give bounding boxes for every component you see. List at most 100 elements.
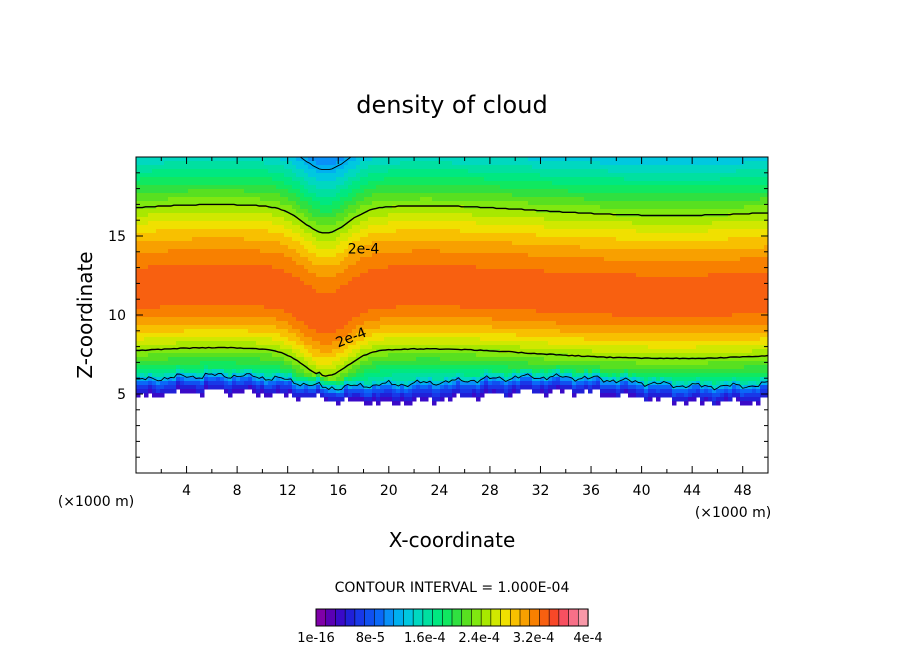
field-cell <box>696 169 701 174</box>
field-cell <box>336 225 341 230</box>
field-cell <box>300 205 305 210</box>
field-cell <box>612 169 617 174</box>
field-cell <box>456 225 461 230</box>
field-cell <box>528 161 533 166</box>
field-cell <box>520 213 525 218</box>
field-cell <box>620 253 625 258</box>
field-cell <box>528 237 533 242</box>
field-cell <box>644 221 649 226</box>
field-cell <box>712 169 717 174</box>
field-cell <box>680 193 685 198</box>
field-cell <box>568 173 573 178</box>
field-cell <box>344 225 349 230</box>
field-cell <box>508 241 513 246</box>
field-cell <box>160 189 165 194</box>
field-cell <box>296 273 301 278</box>
field-cell <box>764 277 768 282</box>
field-cell <box>600 177 605 182</box>
field-cell <box>720 201 725 206</box>
field-cell <box>496 261 501 266</box>
field-cell <box>532 233 537 238</box>
field-cell <box>180 185 185 190</box>
field-cell <box>476 173 481 178</box>
field-cell <box>684 193 689 198</box>
field-cell <box>484 177 489 182</box>
field-cell <box>408 269 413 274</box>
field-cell <box>604 217 609 222</box>
field-cell <box>560 237 565 242</box>
field-cell <box>752 213 757 218</box>
field-cell <box>684 253 689 258</box>
field-cell <box>592 217 597 222</box>
field-cell <box>232 241 237 246</box>
field-cell <box>236 157 241 162</box>
field-cell <box>456 177 461 182</box>
field-cell <box>256 173 261 178</box>
field-cell <box>372 185 377 190</box>
field-cell <box>732 213 737 218</box>
field-cell <box>756 177 761 182</box>
field-cell <box>756 229 761 234</box>
field-cell <box>384 245 389 250</box>
field-cell <box>444 213 449 218</box>
field-cell <box>400 161 405 166</box>
field-cell <box>296 261 301 266</box>
field-cell <box>284 217 289 222</box>
field-cell <box>540 229 545 234</box>
field-cell <box>280 277 285 282</box>
field-cell <box>424 261 429 266</box>
field-cell <box>148 161 153 166</box>
field-cell <box>472 229 477 234</box>
field-cell <box>324 269 329 274</box>
field-cell <box>556 201 561 206</box>
field-cell <box>484 233 489 238</box>
field-cell <box>176 257 181 262</box>
field-cell <box>172 241 177 246</box>
field-cell <box>648 177 653 182</box>
field-cell <box>448 269 453 274</box>
field-cell <box>576 189 581 194</box>
field-cell <box>452 257 457 262</box>
field-cell <box>708 229 713 234</box>
field-cell <box>288 193 293 198</box>
field-cell <box>416 181 421 186</box>
field-cell <box>632 197 637 202</box>
field-cell <box>304 217 309 222</box>
field-cell <box>216 193 221 198</box>
field-cell <box>748 181 753 186</box>
field-cell <box>364 173 369 178</box>
field-cell <box>168 217 173 222</box>
field-cell <box>368 253 373 258</box>
field-cell <box>456 273 461 278</box>
field-cell <box>532 173 537 178</box>
field-cell <box>568 225 573 230</box>
field-cell <box>408 205 413 210</box>
field-cell <box>728 253 733 258</box>
field-cell <box>436 277 441 282</box>
field-cell <box>180 229 185 234</box>
field-cell <box>264 221 269 226</box>
field-cell <box>400 273 405 278</box>
field-cell <box>384 157 389 162</box>
field-cell <box>344 193 349 198</box>
field-cell <box>748 257 753 262</box>
field-cell <box>536 261 541 266</box>
field-cell <box>312 269 317 274</box>
field-cell <box>740 209 745 214</box>
field-cell <box>240 213 245 218</box>
field-cell <box>396 157 401 162</box>
field-cell <box>244 161 249 166</box>
field-cell <box>424 257 429 262</box>
field-cell <box>416 225 421 230</box>
field-cell <box>596 277 601 282</box>
field-cell <box>548 241 553 246</box>
field-cell <box>424 221 429 226</box>
field-cell <box>156 281 161 286</box>
field-cell <box>496 241 501 246</box>
field-cell <box>544 245 549 250</box>
field-cell <box>640 169 645 174</box>
field-cell <box>448 197 453 202</box>
field-cell <box>560 193 565 198</box>
field-cell <box>428 233 433 238</box>
field-cell <box>436 217 441 222</box>
